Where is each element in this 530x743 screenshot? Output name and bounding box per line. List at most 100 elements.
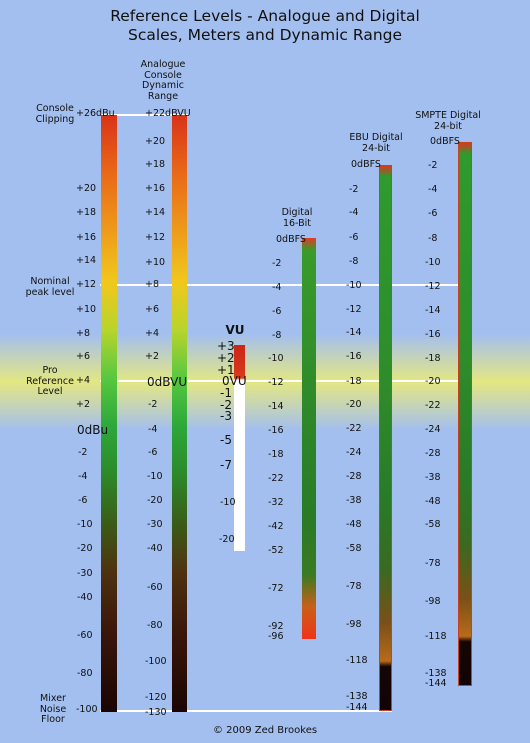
analogue-console-tick: -80 <box>147 620 163 631</box>
analogue-console-header: Analogue Console Dynamic Range <box>140 59 186 102</box>
ebu-24bit-tick: -6 <box>349 232 359 243</box>
ebu-24bit-tick: -118 <box>346 655 368 666</box>
analogue-dbu-tick: -40 <box>77 592 93 603</box>
ebu-24bit-tick: -20 <box>346 399 362 410</box>
analogue-console-tick: -10 <box>147 471 163 482</box>
clipping-line <box>100 114 188 116</box>
analogue-console-tick: +22dBVU <box>145 108 191 119</box>
ebu-24bit-tick: -28 <box>346 471 362 482</box>
analogue-console-tick: +6 <box>145 304 160 315</box>
analogue-console-tick: -20 <box>147 495 163 506</box>
vu-tick: -5 <box>220 433 232 447</box>
digital-16bit-tick: 0dBFS <box>276 234 306 245</box>
ebu-24bit-tick: -98 <box>346 619 362 630</box>
vu-tick: -1 <box>220 386 232 400</box>
analogue-console-tick: -100 <box>145 656 167 667</box>
smpte-24bit-tick: -4 <box>428 184 438 195</box>
analogue-console-tick: +14 <box>145 207 166 218</box>
smpte-24bit-tick: -28 <box>425 448 441 459</box>
noise-floor-line <box>100 710 392 712</box>
smpte-24bit-tick: -6 <box>428 208 438 219</box>
analogue-dbu-zero: 0dBu <box>77 423 109 437</box>
diagram-title-line-1: Reference Levels - Analogue and Digital <box>110 7 420 25</box>
smpte-24bit-tick: -16 <box>425 329 441 340</box>
digital-16bit-tick: -14 <box>268 401 284 412</box>
analogue-dbu-tick: +20 <box>76 183 97 194</box>
smpte-24bit-tick: 0dBFS <box>430 136 460 147</box>
digital-16bit-tick: -18 <box>268 449 284 460</box>
console-clipping-label: Console Clipping <box>35 103 75 125</box>
analogue-dbu-tick: -2 <box>78 447 88 458</box>
smpte-24bit-tick: -48 <box>425 496 441 507</box>
analogue-console-tick: -6 <box>148 447 158 458</box>
analogue-dbu-tick: -100 <box>76 704 98 715</box>
smpte-24bit-tick: -12 <box>425 281 441 292</box>
smpte-24bit-tick: -8 <box>428 233 438 244</box>
ebu-24bit-tick: -48 <box>346 519 362 530</box>
analogue-console-tick: +20 <box>145 136 166 147</box>
vu-zero: 0VU <box>222 374 247 388</box>
nominal-peak-line <box>100 284 458 286</box>
digital-16bit-tick: -6 <box>272 306 282 317</box>
vu-meter-bar <box>234 345 245 551</box>
analogue-console-bar <box>172 115 187 712</box>
analogue-dbu-tick: +12 <box>76 279 97 290</box>
smpte-24bit-header: SMPTE Digital 24-bit <box>415 110 481 132</box>
ebu-24bit-tick: -4 <box>349 207 359 218</box>
analogue-dbu-tick: -6 <box>78 495 88 506</box>
ebu-24bit-tick: -144 <box>346 702 368 713</box>
analogue-console-tick: +18 <box>145 159 166 170</box>
ebu-24bit-tick: 0dBFS <box>351 159 381 170</box>
analogue-console-tick: +10 <box>145 257 166 268</box>
ebu-24bit-bar <box>379 165 392 711</box>
digital-16bit-tick: -52 <box>268 545 284 556</box>
analogue-dbu-tick: +26dBu <box>76 108 115 119</box>
copyright-footer: © 2009 Zed Brookes <box>212 725 318 736</box>
analogue-dbu-tick: +18 <box>76 207 97 218</box>
analogue-console-tick: -130 <box>145 707 167 718</box>
reference-line <box>100 380 458 382</box>
mixer-noise-floor-label: Mixer Noise Floor <box>39 693 67 725</box>
smpte-24bit-tick: -78 <box>425 558 441 569</box>
analogue-dbu-tick: +8 <box>76 328 91 339</box>
ebu-24bit-tick: -58 <box>346 543 362 554</box>
digital-16bit-tick: -32 <box>268 497 284 508</box>
smpte-24bit-tick: -22 <box>425 400 441 411</box>
smpte-24bit-tick: -138 <box>425 668 447 679</box>
smpte-24bit-tick: -10 <box>425 257 441 268</box>
analogue-dbu-tick: +4 <box>76 375 91 386</box>
analogue-console-zero: 0dBVU <box>147 375 188 389</box>
digital-16bit-tick: -96 <box>268 631 284 642</box>
ebu-24bit-tick: -22 <box>346 423 362 434</box>
ebu-24bit-tick: -2 <box>349 184 359 195</box>
analogue-dbu-tick: -80 <box>77 668 93 679</box>
ebu-24bit-header: EBU Digital 24-bit <box>349 132 403 154</box>
digital-16bit-header: Digital 16-Bit <box>281 207 313 229</box>
vu-tick: +2 <box>217 351 235 365</box>
smpte-24bit-tick: -58 <box>425 519 441 530</box>
smpte-24bit-tick: -144 <box>425 678 447 689</box>
ebu-24bit-tick: -38 <box>346 495 362 506</box>
analogue-console-tick: +12 <box>145 232 166 243</box>
diagram-title-line-2: Scales, Meters and Dynamic Range <box>127 26 403 44</box>
analogue-console-tick: -2 <box>148 399 158 410</box>
pro-reference-label: Pro Reference Level <box>26 365 74 397</box>
analogue-console-tick: +8 <box>145 279 160 290</box>
vu-tick: -10 <box>220 497 236 508</box>
ebu-24bit-tick: -78 <box>346 581 362 592</box>
analogue-console-tick: -40 <box>147 543 163 554</box>
smpte-24bit-tick: -98 <box>425 596 441 607</box>
analogue-dbu-tick: -20 <box>77 543 93 554</box>
digital-16bit-tick: -72 <box>268 583 284 594</box>
analogue-console-tick: -60 <box>147 582 163 593</box>
digital-16bit-tick: -8 <box>272 330 282 341</box>
smpte-24bit-tick: -118 <box>425 631 447 642</box>
digital-16bit-tick: -12 <box>268 377 284 388</box>
analogue-console-tick: +2 <box>145 351 160 362</box>
digital-16bit-tick: -10 <box>268 353 284 364</box>
analogue-console-tick: -30 <box>147 519 163 530</box>
analogue-console-tick: +4 <box>145 328 160 339</box>
analogue-dbu-tick: +10 <box>76 304 97 315</box>
digital-16bit-tick: -16 <box>268 425 284 436</box>
ebu-24bit-tick: -14 <box>346 327 362 338</box>
